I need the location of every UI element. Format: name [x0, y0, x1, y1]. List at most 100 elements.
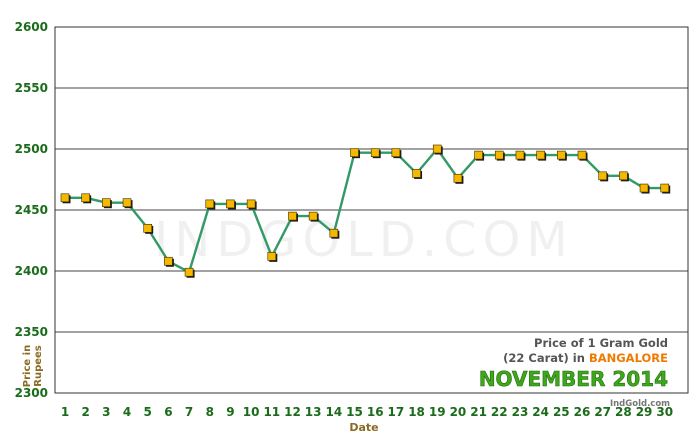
x-tick-label: 3 [102, 405, 110, 419]
data-point-marker [391, 148, 401, 157]
data-point [308, 211, 319, 222]
data-point [370, 148, 381, 159]
x-tick-label: 1 [61, 405, 69, 419]
x-tick-label: 5 [144, 405, 152, 419]
data-point [350, 148, 361, 159]
data-point-marker [619, 171, 628, 181]
data-point [557, 150, 567, 161]
x-tick-label: 17 [388, 405, 405, 419]
data-point-marker [205, 199, 215, 209]
data-point [246, 199, 257, 210]
data-point [205, 199, 216, 210]
data-point [577, 150, 588, 161]
data-point [660, 183, 671, 194]
data-point-marker [432, 144, 442, 154]
data-point [267, 252, 278, 262]
y-tick-label: 2450 [15, 203, 48, 217]
data-point-marker [308, 211, 318, 221]
y-axis-ticks: 2300 2350 2400 2450 2500 2550 2600 [15, 20, 48, 400]
data-point [164, 256, 174, 267]
chart-title-line-1: Price of 1 Gram Gold [534, 336, 668, 350]
x-tick-label: 25 [553, 405, 570, 419]
data-point-marker [60, 193, 70, 203]
data-point-marker [453, 173, 463, 183]
y-axis-label-line-2: Rupees [33, 345, 44, 387]
data-point-marker [660, 183, 670, 193]
data-point-marker [288, 211, 297, 221]
data-point-marker [246, 199, 256, 209]
data-point [515, 150, 526, 161]
y-axis-label: Price in Rupees [22, 345, 44, 387]
data-point-marker [81, 193, 90, 203]
x-tick-label: 10 [243, 405, 260, 419]
data-point-marker [515, 150, 525, 160]
x-tick-label: 22 [491, 405, 508, 419]
data-point [598, 171, 609, 182]
x-tick-label: 11 [263, 405, 280, 419]
data-point-marker [412, 169, 421, 178]
y-tick-label: 2350 [15, 325, 48, 339]
series-markers [60, 144, 671, 278]
data-point [329, 228, 340, 239]
data-point [474, 150, 485, 161]
data-point-marker [184, 267, 194, 277]
chart-title-city: BANGALORE [589, 351, 668, 365]
chart-title-block: Price of 1 Gram Gold (22 Carat) in BANGA… [479, 336, 669, 391]
data-point-marker [577, 150, 587, 160]
x-tick-label: 13 [305, 405, 322, 419]
y-tick-label: 2550 [15, 81, 48, 95]
y-tick-label: 2300 [15, 386, 48, 400]
data-point-marker [102, 198, 111, 207]
x-tick-label: 6 [164, 405, 172, 419]
watermark: INDGOLD.COM [154, 212, 574, 268]
x-tick-label: 19 [429, 405, 446, 419]
data-point [494, 150, 505, 161]
data-point [143, 224, 154, 234]
data-point-marker [639, 183, 649, 193]
data-point [288, 211, 298, 222]
x-tick-label: 30 [656, 405, 673, 419]
data-point-marker [494, 150, 504, 160]
data-point-marker [474, 150, 483, 160]
data-point [391, 148, 402, 159]
y-tick-label: 2600 [15, 20, 48, 34]
x-tick-label: 28 [615, 405, 632, 419]
x-tick-label: 29 [636, 405, 653, 419]
data-point [81, 193, 92, 204]
chart-title-line-2: (22 Carat) in BANGALORE [503, 351, 668, 365]
data-point-marker [350, 148, 359, 157]
y-tick-label: 2500 [15, 142, 48, 156]
data-point [639, 183, 650, 194]
data-point-marker [536, 150, 545, 160]
data-point [102, 198, 112, 209]
source-credit: IndGold.com [610, 399, 670, 409]
data-point-marker [164, 256, 173, 266]
x-tick-label: 20 [450, 405, 467, 419]
chart-title-line-2-prefix: (22 Carat) in [503, 351, 589, 365]
x-tick-label: 14 [325, 405, 342, 419]
data-point-marker [598, 171, 607, 181]
data-point [184, 267, 195, 278]
x-tick-label: 21 [470, 405, 487, 419]
data-point-marker [143, 224, 153, 233]
x-tick-label: 26 [574, 405, 591, 419]
data-point [412, 169, 423, 179]
x-tick-label: 4 [123, 405, 131, 419]
chart-title-month: NOVEMBER 2014 [479, 367, 668, 391]
x-tick-label: 23 [512, 405, 529, 419]
x-tick-label: 2 [82, 405, 90, 419]
x-tick-label: 27 [594, 405, 611, 419]
x-axis-label: Date [349, 421, 378, 434]
x-tick-label: 16 [367, 405, 384, 419]
x-tick-label: 9 [226, 405, 234, 419]
data-point [226, 199, 236, 210]
x-axis-ticks: 1 2 3 4 5 6 7 8 9 10 11 12 13 14 15 16 17 18 19 20 21 22 23 24 2… [61, 405, 673, 419]
data-point-marker [226, 199, 235, 209]
data-point [60, 193, 71, 204]
x-tick-label: 24 [532, 405, 549, 419]
y-axis-label-line-1: Price in [22, 345, 33, 387]
data-point-marker [370, 148, 380, 157]
x-tick-label: 7 [185, 405, 193, 419]
y-tick-label: 2400 [15, 264, 48, 278]
